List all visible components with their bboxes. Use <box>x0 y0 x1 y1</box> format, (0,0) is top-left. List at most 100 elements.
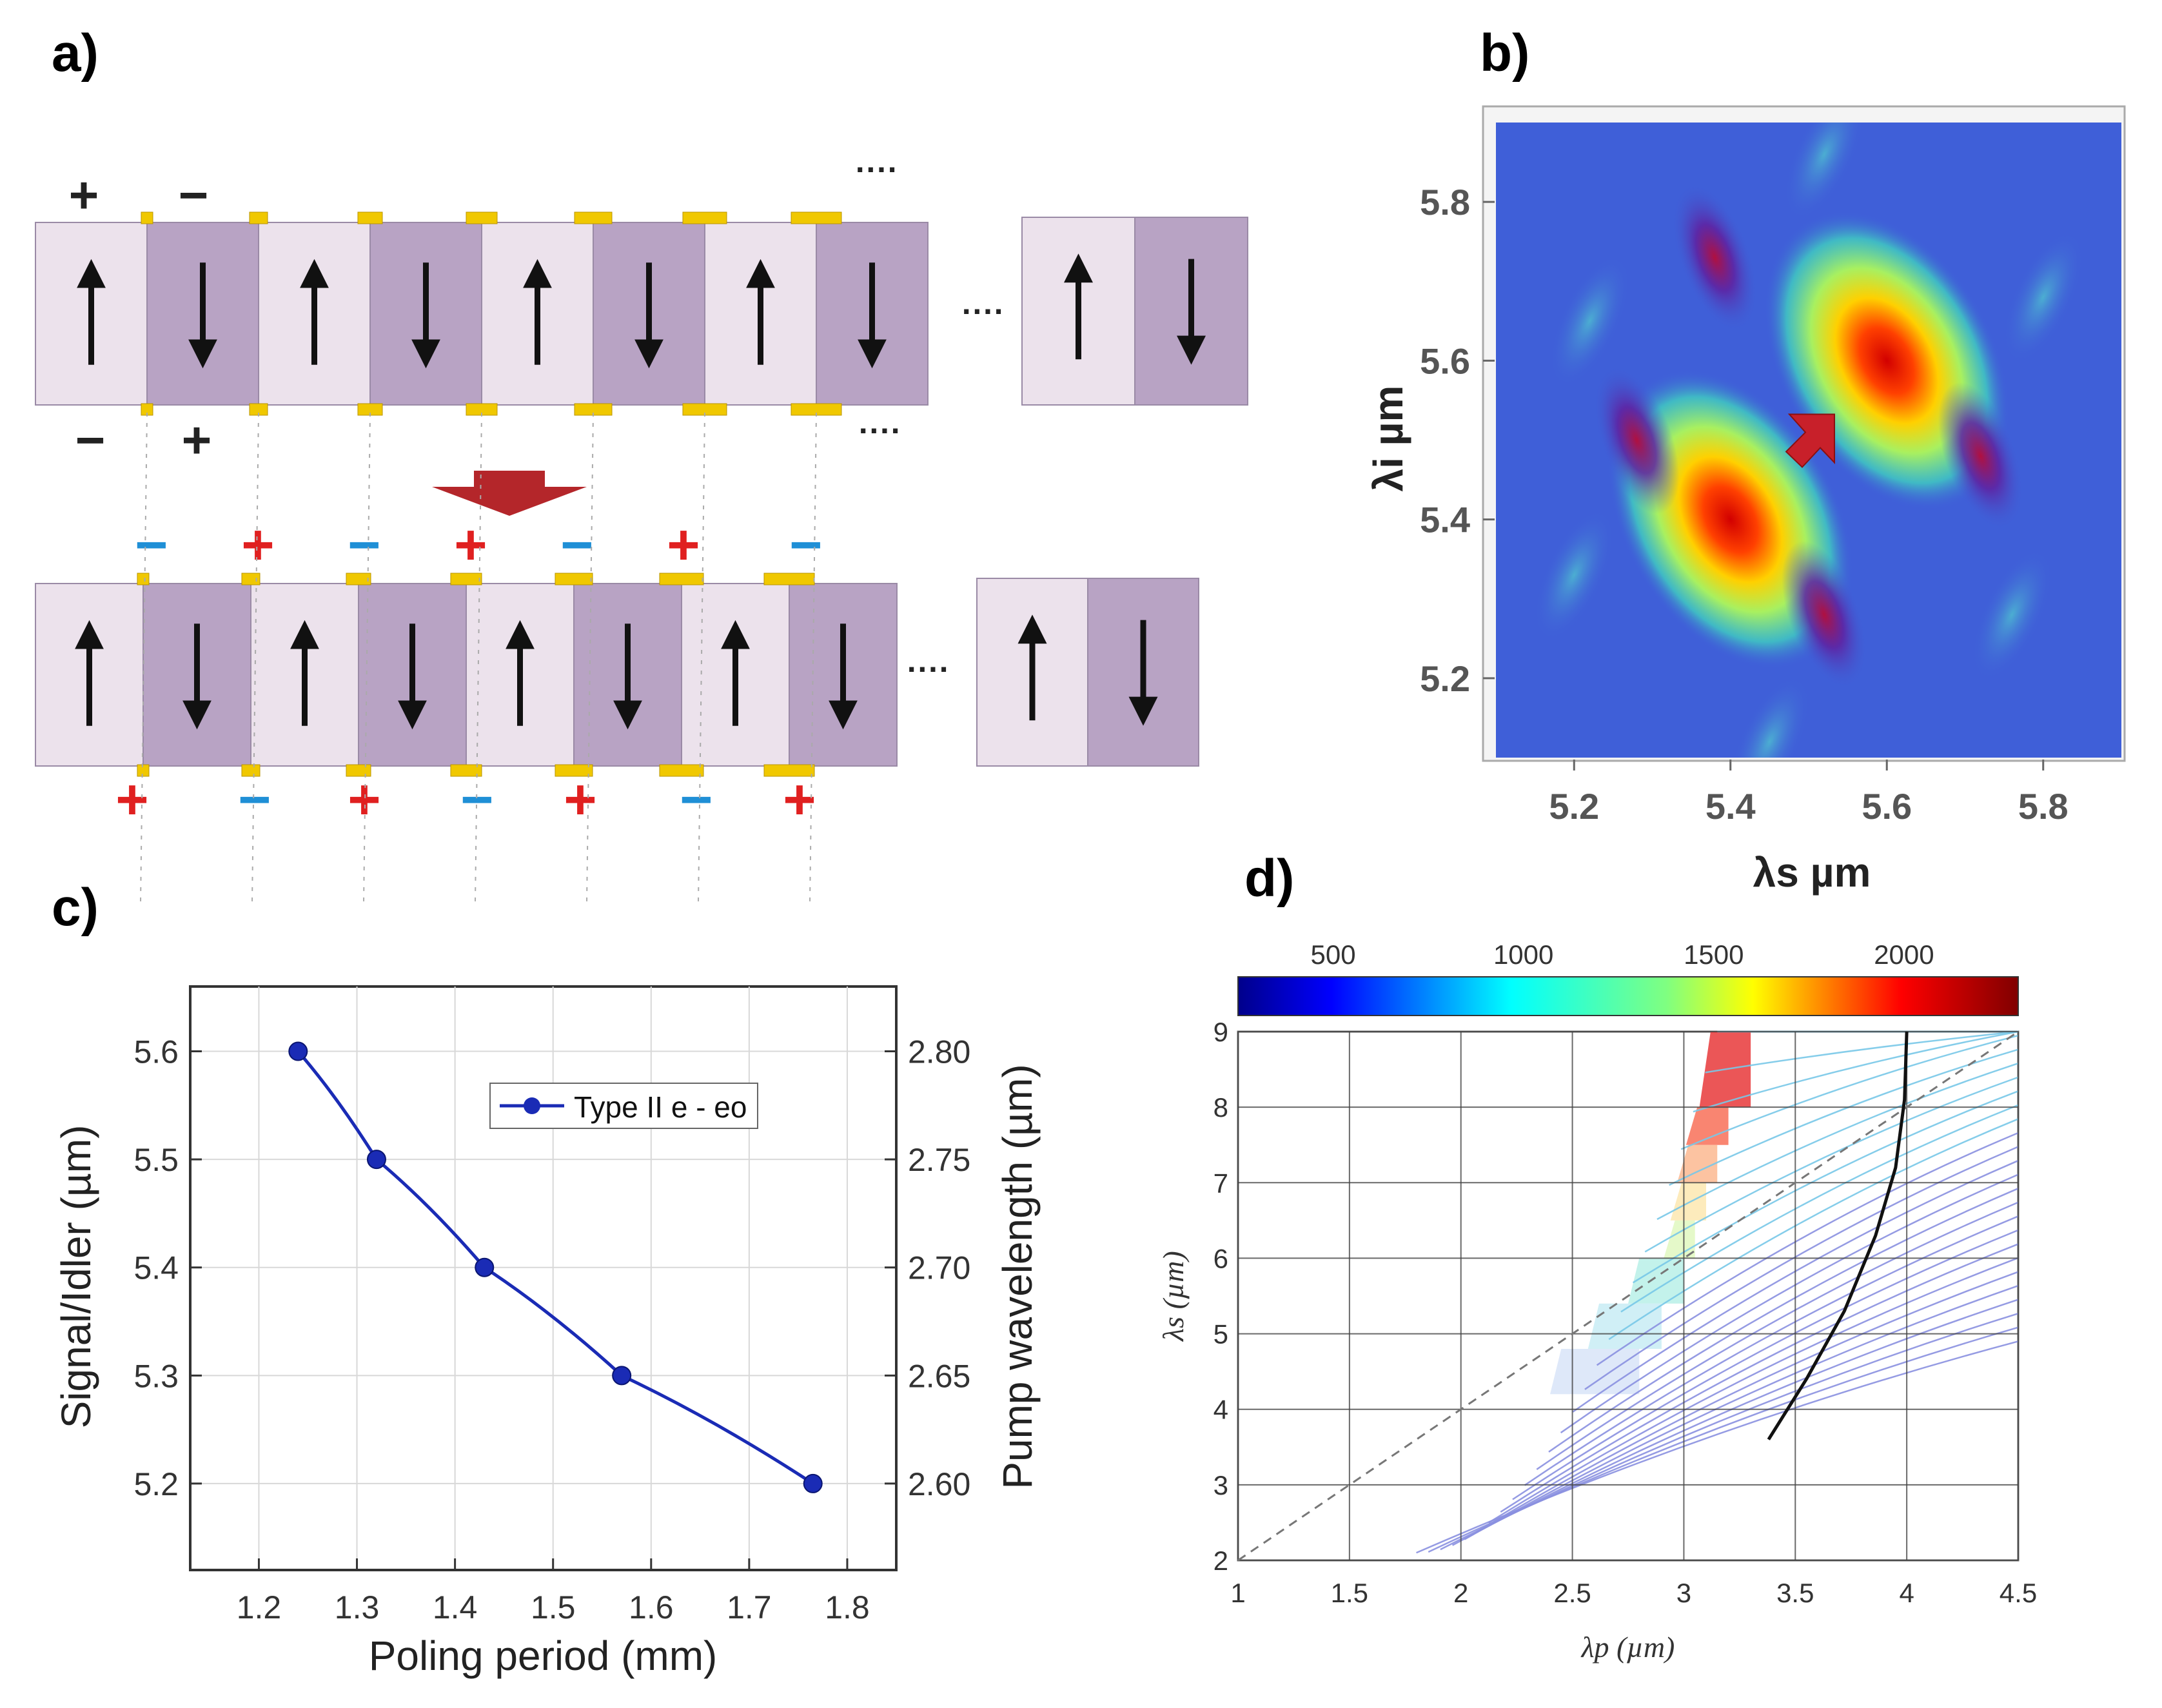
d-xtick-label-4: 3 <box>1676 1578 1691 1608</box>
d-phase-matching-curve <box>1767 1031 1909 1440</box>
heatmap-lobe-5 <box>1938 382 2023 530</box>
colorbar-tick-3: 2000 <box>1874 939 1934 970</box>
bottom-electrode-bottom-2 <box>241 764 260 777</box>
panel-b-heatmap: 5.2 5.4 5.6 5.8 5.2 5.4 5.6 5.8 λs µm λi µm <box>1365 105 2126 896</box>
c-ytick-right-label-1: 2.65 <box>908 1358 970 1394</box>
c-xtick-label-4: 1.6 <box>629 1589 674 1625</box>
d-tuning-curve-17 <box>1620 1104 2019 1313</box>
b-xlabel: λs µm <box>1753 849 1871 896</box>
d-xtick-label-3: 2.5 <box>1553 1578 1591 1608</box>
panel-label-a: a) <box>52 24 99 83</box>
c-gridlines <box>190 987 896 1570</box>
d-tuning-curve-10 <box>1536 1201 2019 1470</box>
bottom-electrode-bottom-5 <box>555 764 593 777</box>
b-xtick-label-2: 5.6 <box>1862 786 1912 827</box>
c-ytick-right-label-0: 2.60 <box>908 1466 970 1502</box>
c-xtick-label-5: 1.7 <box>727 1589 772 1625</box>
ellipsis-mid: ···· <box>859 413 902 449</box>
d-ytick-label-5: 7 <box>1214 1168 1228 1198</box>
ellipsis-row2: ···· <box>907 651 950 687</box>
heatmap-side-lobe-4 <box>1534 509 1615 641</box>
d-xtick-label-6: 4 <box>1899 1578 1914 1608</box>
d-gridlines <box>1237 1031 2019 1561</box>
b-ytick-label-3: 5.8 <box>1420 182 1470 222</box>
panel-d-tuning-plot: 500 1000 1500 2000 1 1.5 2 2.5 3 3.5 4 4.5 2 3 4 5 6 7 8 9… <box>1157 939 2037 1664</box>
c-ytick-label-4: 5.6 <box>133 1034 179 1070</box>
heatmap-lobe-3 <box>1782 541 1867 689</box>
transition-arrow-stem <box>474 471 545 489</box>
heatmap-side-lobe-0 <box>1549 255 1630 387</box>
d-fill-band-2 <box>1677 1144 1718 1183</box>
colorbar-tick-2: 1500 <box>1684 939 1744 970</box>
c-xlabel: Poling period (mm) <box>369 1633 718 1679</box>
d-tuning-curve-7 <box>1500 1243 2019 1513</box>
heatmap-side-lobe-2 <box>1784 123 1865 220</box>
d-tuning-curve-22 <box>1680 1034 2019 1150</box>
b-ytick-label-2: 5.6 <box>1420 340 1470 381</box>
c-ytick-right-label-3: 2.75 <box>908 1142 970 1178</box>
panel-c-line-plot: 1.2 1.3 1.4 1.5 1.6 1.7 1.8 5.2 5.3 5.4 5.5 5.6 2.60… <box>53 985 1041 1679</box>
c-series-line-0 <box>297 1050 814 1486</box>
top-electrode-top-2 <box>249 211 268 224</box>
c-ylabel-right: Pump wavelength (µm) <box>994 1064 1041 1489</box>
colorbar-ticks: 500 1000 1500 2000 <box>1311 939 1934 970</box>
c-point-4 <box>803 1473 823 1493</box>
heatmap-area <box>1496 123 2121 758</box>
d-fill-band-6 <box>1587 1303 1662 1349</box>
c-point-0 <box>288 1041 308 1061</box>
c-xtick-label-6: 1.8 <box>825 1589 870 1625</box>
d-tuning-curve-3 <box>1451 1299 2019 1546</box>
d-tuning-curve-15 <box>1596 1132 2019 1366</box>
mid-bottom-sign-3: − <box>460 767 493 831</box>
d-ytick-label-7: 9 <box>1214 1017 1228 1047</box>
d-tuning-curve-11 <box>1548 1188 2019 1453</box>
mid-bottom-sign-0: + <box>115 767 148 831</box>
mid-top-sign-0: − <box>135 513 168 576</box>
d-tuning-curve-12 <box>1560 1173 2019 1434</box>
c-xtick-label-2: 1.4 <box>433 1589 478 1625</box>
d-ytick-label-4: 6 <box>1214 1243 1228 1273</box>
d-xtick-label-5: 3.5 <box>1776 1578 1814 1608</box>
c-legend-box <box>489 1083 758 1129</box>
d-ytick-label-1: 3 <box>1214 1470 1228 1500</box>
heatmap-marker-arrow <box>1785 413 1835 468</box>
b-xtick-label-3: 5.8 <box>2018 786 2069 827</box>
d-tuning-curve-20 <box>1656 1063 2019 1221</box>
d-ytick-label-6: 8 <box>1214 1092 1228 1123</box>
heatmap-ticks: 5.2 5.4 5.6 5.8 5.2 5.4 5.6 5.8 <box>1420 182 2069 827</box>
bottom-electrode-bottom-6 <box>659 764 704 777</box>
bottom-electrode-top-1 <box>137 573 150 585</box>
mid-bottom-sign-4: + <box>564 767 596 831</box>
c-legend-text: Type II e - eo <box>574 1090 747 1124</box>
heatmap-side-lobe-5 <box>2003 231 2083 363</box>
heatmap-marker-shape <box>1785 413 1835 468</box>
mid-bottom-sign-2: + <box>348 767 380 831</box>
domain-row-bottom <box>35 573 1199 777</box>
heatmap-side-lobe-3 <box>1972 549 2052 680</box>
d-degeneracy-line <box>1237 1030 2019 1562</box>
top-electrode-top-7 <box>791 211 842 224</box>
bottom-electrode-top-5 <box>555 573 593 585</box>
d-series <box>1237 1030 2019 1562</box>
d-tuning-curve-8 <box>1512 1229 2019 1500</box>
bottom-electrode-bottom-3 <box>346 764 371 777</box>
panel-label-d: d) <box>1244 849 1294 908</box>
d-ytick-label-3: 5 <box>1214 1319 1228 1350</box>
b-xtick-label-0: 5.2 <box>1549 786 1599 827</box>
c-ytick-label-2: 5.4 <box>133 1250 179 1286</box>
d-tuning-curve-9 <box>1524 1215 2019 1486</box>
bottom-electrode-bottom-1 <box>137 764 150 777</box>
domain-row-top <box>35 211 1248 416</box>
d-ticks: 1 1.5 2 2.5 3 3.5 4 4.5 2 3 4 5 6 7 8 9 <box>1214 1017 2038 1608</box>
top-electrode-top-6 <box>682 211 727 224</box>
d-tuning-curve-4 <box>1464 1284 2019 1540</box>
sign-top-minus: − <box>179 166 209 224</box>
mid-top-sign-2: − <box>348 513 380 576</box>
d-xtick-label-2: 2 <box>1453 1578 1468 1608</box>
mid-top-sign-1: + <box>241 513 274 576</box>
d-tuning-curve-23 <box>1693 1030 2019 1113</box>
c-ytick-label-3: 5.5 <box>133 1142 179 1178</box>
d-tuning-curve-14 <box>1584 1146 2019 1390</box>
heatmap-peaks <box>1534 123 2083 758</box>
d-tuning-curve-16 <box>1608 1118 2019 1340</box>
